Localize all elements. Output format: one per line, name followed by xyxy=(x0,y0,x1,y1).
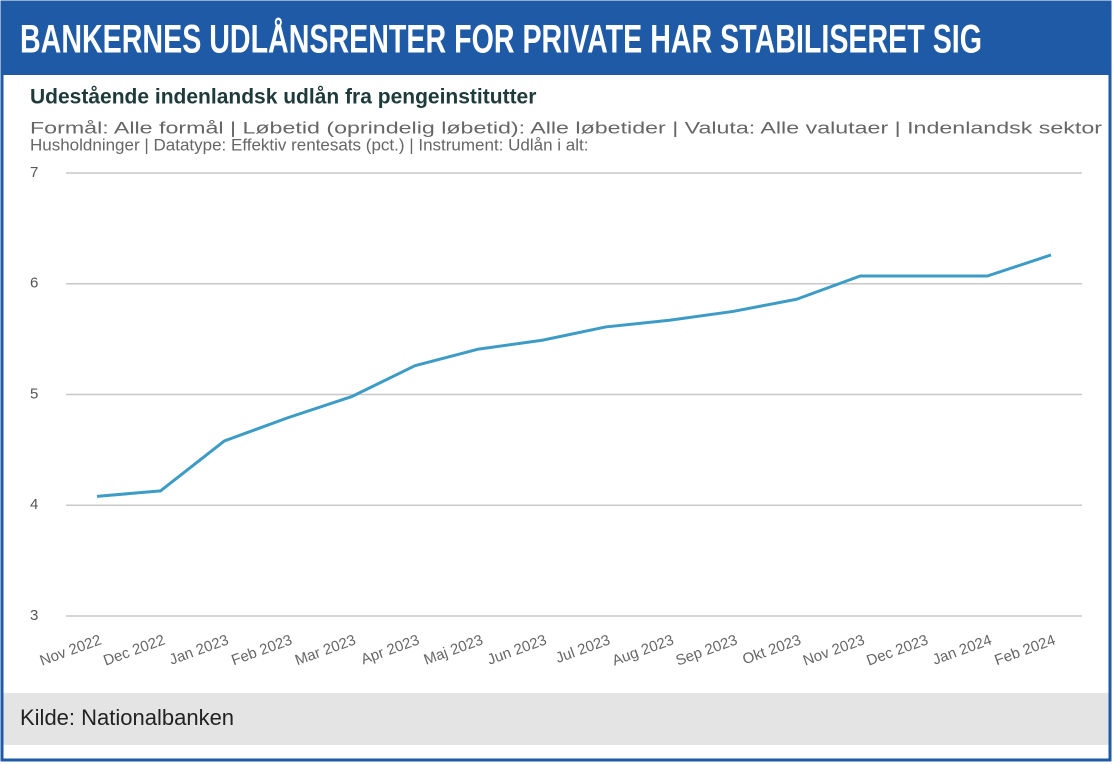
y-tick-label: 6 xyxy=(30,275,38,292)
x-tick-label: Dec 2022 xyxy=(101,632,167,670)
x-tick-label: Mar 2023 xyxy=(293,632,358,670)
x-tick-label: Jun 2023 xyxy=(485,632,549,669)
chart-description: Formål: Alle formål | Løbetid (oprindeli… xyxy=(30,118,1102,137)
x-tick-label: Sep 2023 xyxy=(674,632,740,670)
x-tick-label: Jan 2023 xyxy=(167,632,231,669)
x-tick-label: Aug 2023 xyxy=(610,632,676,670)
x-tick-label: Nov 2023 xyxy=(801,632,867,670)
x-tick-label: Jul 2023 xyxy=(553,632,612,667)
y-tick-label: 5 xyxy=(30,385,38,402)
chart-subtitle: Udestående indenlandsk udlån fra pengein… xyxy=(30,86,536,109)
y-tick-label: 4 xyxy=(30,496,38,513)
x-tick-label: Nov 2022 xyxy=(38,632,104,670)
header-bar xyxy=(2,2,1110,75)
x-tick-label: Jan 2024 xyxy=(930,632,994,669)
x-tick-label: Feb 2023 xyxy=(229,632,294,670)
source: Kilde: Nationalbanken xyxy=(20,705,234,730)
x-tick-label: Dec 2023 xyxy=(864,632,930,670)
data-line xyxy=(96,253,1052,498)
footer-bar xyxy=(2,693,1110,745)
x-tick-label: Apr 2023 xyxy=(359,632,422,669)
x-tick-label: Feb 2024 xyxy=(992,632,1057,670)
y-tick-label: 7 xyxy=(30,164,38,181)
y-tick-label: 3 xyxy=(30,607,38,624)
chart-description: Husholdninger | Datatype: Effektiv rente… xyxy=(30,135,588,154)
header-title: BANKERNES UDLÅNSRENTER FOR PRIVATE HAR S… xyxy=(20,17,982,62)
x-tick-label: Maj 2023 xyxy=(422,632,486,669)
x-tick-label: Okt 2023 xyxy=(740,632,803,669)
